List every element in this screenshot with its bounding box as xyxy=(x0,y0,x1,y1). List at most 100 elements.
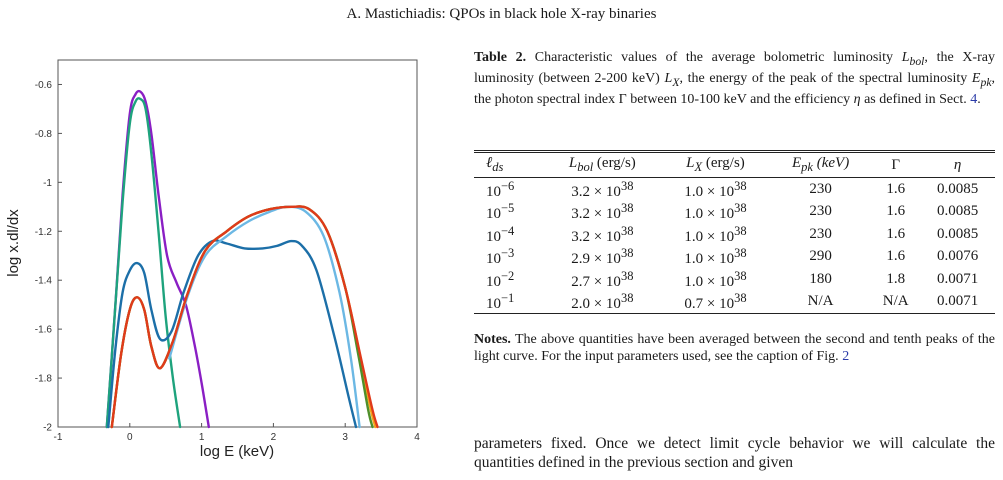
cell-lds: 10−5 xyxy=(486,201,515,222)
table-row: 10−3 2.9 × 1038 1.0 × 1038 290 1.6 0.0076 xyxy=(474,245,995,268)
caption-text-c: , the energy of the peak of the spectral… xyxy=(679,70,972,86)
cell-lx: 1.0 × 1038 xyxy=(684,178,747,200)
caption-label: Table 2. xyxy=(474,50,527,65)
y-axis-label: log x.dl/dx xyxy=(5,209,22,277)
series-line-5 xyxy=(110,205,374,429)
y-tick-label: -1.2 xyxy=(35,227,53,238)
epk-subscript: pk xyxy=(980,75,992,89)
caption-text-d: , the photon spectral index Γ between 10… xyxy=(474,70,995,107)
cell-gamma: N/A xyxy=(882,293,909,309)
series-layer xyxy=(105,89,379,429)
figure-ref-link[interactable]: 2 xyxy=(842,349,850,364)
table-header-row: ℓds Lbol (erg/s) LX (erg/s) Epk (keV) Γ … xyxy=(474,154,995,177)
cell-epk: 230 xyxy=(809,225,832,242)
table-row: 10−1 2.0 × 1038 0.7 × 1038 N/A N/A 0.0071 xyxy=(474,290,995,313)
col-header-lx: LX (erg/s) xyxy=(686,155,745,174)
series-line-7 xyxy=(110,205,379,429)
x-tick-label: 2 xyxy=(271,432,277,443)
table-row: 10−6 3.2 × 1038 1.0 × 1038 230 1.6 0.0085 xyxy=(474,178,995,201)
y-tick-label: -1 xyxy=(43,178,52,189)
notes-label: Notes. xyxy=(474,332,511,347)
col-header-lds: ℓds xyxy=(486,155,504,174)
x-tick-label: -1 xyxy=(54,432,63,443)
plot-frame xyxy=(57,59,418,428)
cell-lbol: 2.9 × 1038 xyxy=(571,246,634,267)
col-header-epk: Epk (keV) xyxy=(791,155,850,174)
cell-gamma: 1.8 xyxy=(886,270,906,287)
section-ref-link[interactable]: 4 xyxy=(970,91,978,107)
cell-gamma: 1.6 xyxy=(886,203,906,219)
tick-layer: -1 0 1 2 3 4 -2 -1.8 -1.6 -1.4 -1.2 -1 -0.8 -0.6 xyxy=(35,80,420,443)
notes-text: The above quantities have been averaged … xyxy=(474,332,995,364)
table-row: 10−5 3.2 × 1038 1.0 × 1038 230 1.6 0.0085 xyxy=(474,200,995,223)
x-tick-label: 1 xyxy=(199,432,205,443)
cell-eta: 0.0076 xyxy=(937,248,979,264)
y-tick-label: -1.6 xyxy=(35,325,53,336)
table-bottom-rule xyxy=(474,312,995,314)
epk-symbol: E xyxy=(971,70,981,86)
col-header-gamma: Γ xyxy=(891,157,901,173)
cell-lx: 0.7 × 1038 xyxy=(684,291,747,312)
x-tick-label: 3 xyxy=(342,432,348,443)
results-table: ℓds Lbol (erg/s) LX (erg/s) Epk (keV) Γ … xyxy=(474,150,995,314)
cell-lds: 10−2 xyxy=(486,268,515,290)
cell-eta: 0.0071 xyxy=(937,293,979,309)
table-body: 10−6 3.2 × 1038 1.0 × 1038 230 1.6 0.0085 10−5… xyxy=(474,176,995,313)
lbol-subscript: bol xyxy=(909,54,925,68)
lbol-symbol: L xyxy=(901,50,910,65)
cell-lbol: 3.2 × 1038 xyxy=(571,178,634,200)
cell-lbol: 2.0 × 1038 xyxy=(571,291,634,312)
cell-lds: 10−1 xyxy=(486,291,515,312)
cell-epk: 230 xyxy=(809,180,832,197)
table-mid-rule xyxy=(474,176,995,178)
lx-subscript: X xyxy=(672,75,680,89)
cell-lx: 1.0 × 1038 xyxy=(684,246,747,267)
cell-gamma: 1.6 xyxy=(886,180,906,197)
table-caption: Table 2. Characteristic values of the av… xyxy=(474,49,995,108)
lx-symbol: L xyxy=(664,70,673,86)
series-line-2 xyxy=(105,97,182,429)
eta-symbol: η xyxy=(853,91,861,107)
x-axis-label: log E (keV) xyxy=(200,443,274,460)
cell-lbol: 2.7 × 1038 xyxy=(571,268,634,290)
cell-eta: 0.0085 xyxy=(937,225,979,242)
col-header-lbol: Lbol (erg/s) xyxy=(568,155,636,174)
series-line-3 xyxy=(107,239,358,429)
cell-epk: N/A xyxy=(807,293,834,309)
cell-lx: 1.0 × 1038 xyxy=(684,223,747,245)
cell-eta: 0.0085 xyxy=(937,203,979,219)
caption-text-a: Characteristic values of the average bol… xyxy=(526,50,902,65)
cell-lds: 10−6 xyxy=(486,178,515,200)
table-row: 10−2 2.7 × 1038 1.0 × 1038 180 1.8 0.0071 xyxy=(474,268,995,291)
cell-lbol: 3.2 × 1038 xyxy=(571,223,634,245)
cell-gamma: 1.6 xyxy=(886,225,906,242)
cell-eta: 0.0085 xyxy=(937,180,979,197)
x-tick-label: 0 xyxy=(127,432,133,443)
cell-epk: 230 xyxy=(809,203,832,219)
y-tick-label: -1.8 xyxy=(35,374,53,385)
cell-epk: 180 xyxy=(809,270,832,287)
caption-text-f: . xyxy=(977,91,981,107)
y-tick-label: -0.6 xyxy=(35,80,53,91)
spectrum-plot: -1 0 1 2 3 4 -2 -1.8 -1.6 -1.4 -1.2 -1 -0.8 -0.6 log … xyxy=(5,59,420,460)
cell-lds: 10−3 xyxy=(486,246,515,267)
cell-eta: 0.0071 xyxy=(937,270,979,287)
col-header-eta: η xyxy=(953,157,962,173)
y-tick-label: -0.8 xyxy=(35,129,53,140)
x-tick-label: 4 xyxy=(414,432,420,443)
cell-epk: 290 xyxy=(809,248,832,264)
y-tick-label: -2 xyxy=(43,423,52,434)
cell-lx: 1.0 × 1038 xyxy=(684,268,747,290)
cell-lds: 10−4 xyxy=(486,223,515,245)
caption-text-e: as defined in Sect. xyxy=(860,91,971,107)
series-line-4 xyxy=(110,205,377,429)
cell-gamma: 1.6 xyxy=(886,248,906,264)
table-row: 10−4 3.2 × 1038 1.0 × 1038 230 1.6 0.0085 xyxy=(474,223,995,246)
running-head: A. Mastichiadis: QPOs in black hole X-ra… xyxy=(346,6,657,22)
body-paragraph: parameters fixed. Once we detect limit c… xyxy=(474,435,995,471)
table-notes: Notes. The above quantities have been av… xyxy=(474,331,995,365)
caption-text-b: , the X-ray luminosity (between 2-200 ke… xyxy=(474,50,995,86)
y-tick-label: -1.4 xyxy=(35,276,53,287)
cell-lx: 1.0 × 1038 xyxy=(684,201,747,222)
series-line-1 xyxy=(105,89,210,429)
